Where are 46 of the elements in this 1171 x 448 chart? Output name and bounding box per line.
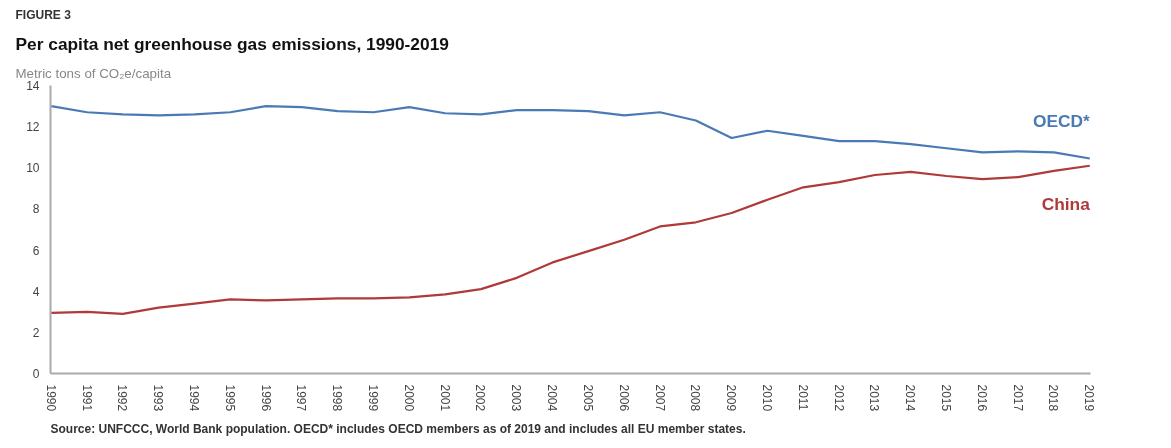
line-series [50, 164, 1091, 315]
x-tick-label: 2001 [437, 384, 452, 412]
x-tick-label: 1997 [294, 384, 309, 412]
x-tick-label: 2014 [903, 384, 918, 412]
x-tick-label: 1995 [222, 384, 237, 412]
x-tick-label: 2011 [795, 384, 810, 411]
y-tick-label: 4 [32, 284, 40, 299]
x-tick-label: 1991 [79, 384, 94, 412]
chart-title: Per capita net greenhouse gas emissions, 1990-2019 [15, 33, 449, 54]
x-tick-label: 2019 [1082, 384, 1097, 412]
y-tick-label: 2 [32, 325, 40, 340]
x-tick-label: 1999 [366, 384, 381, 412]
caption: FIGURE 3 [15, 7, 72, 22]
x-tick-label: 1994 [186, 384, 201, 412]
x-tick-label: 2015 [939, 384, 954, 412]
x-tick-label: 2016 [974, 384, 989, 412]
series-label: OECD* [1032, 110, 1091, 131]
x-tick-label: 2017 [1010, 384, 1025, 412]
series-label: China [1041, 193, 1091, 214]
y-axis-title: Metric tons of CO₂e/capita [15, 65, 172, 81]
line-series [50, 104, 1091, 160]
y-tick-label: 8 [32, 202, 40, 217]
x-tick-label: 1996 [258, 384, 273, 412]
y-tick-label: 12 [26, 120, 40, 135]
x-tick-label: 2018 [1046, 384, 1061, 412]
x-tick-label: 2006 [616, 384, 631, 412]
x-tick-label: 2008 [688, 384, 703, 412]
x-tick-label: 1993 [151, 384, 166, 412]
y-tick-label: 10 [26, 161, 40, 176]
x-tick-label: 1998 [330, 384, 345, 412]
x-tick-label: 2005 [580, 384, 595, 412]
x-tick-label: 2013 [867, 384, 882, 412]
y-tick-label: 14 [26, 79, 40, 93]
x-tick-label: 2004 [545, 384, 560, 412]
x-tick-label: 2007 [652, 384, 667, 412]
x-tick-label: 2010 [759, 384, 774, 412]
x-tick-label: 2002 [473, 384, 488, 412]
x-tick-label: 2009 [724, 384, 739, 412]
x-tick-label: 1990 [43, 384, 58, 412]
source-note: Source: UNFCCC, World Bank population. OECD* includes OECD members as of 2019 and includes all EU member states. [50, 421, 746, 436]
y-tick-label: 6 [32, 243, 40, 258]
y-tick-label: 0 [32, 367, 40, 381]
x-tick-label: 1992 [115, 384, 130, 412]
x-tick-label: 2012 [831, 384, 846, 412]
x-tick-label: 2003 [509, 384, 524, 412]
x-tick-label: 2000 [401, 384, 416, 412]
